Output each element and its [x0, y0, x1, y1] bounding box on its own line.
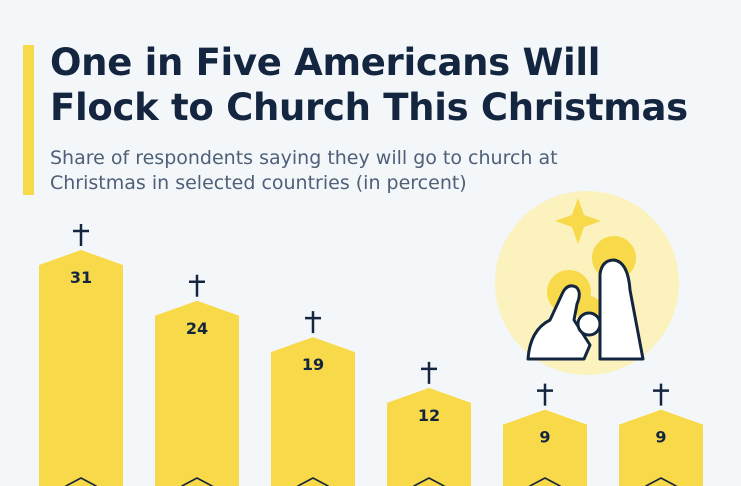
bars-group: 31 24 19 12 9 9 — [39, 224, 703, 486]
bar — [503, 409, 587, 486]
cross-icon — [189, 274, 205, 297]
bar-door — [529, 477, 561, 486]
cross-icon — [653, 383, 669, 406]
bar — [271, 337, 355, 486]
bar-door — [297, 477, 329, 486]
value-label: 31 — [70, 268, 92, 287]
value-label: 9 — [655, 428, 666, 447]
bar — [39, 250, 123, 486]
joseph-figure — [598, 258, 645, 361]
cross-icon — [73, 224, 89, 246]
bar — [619, 409, 703, 486]
bar-door — [645, 477, 677, 486]
chart-subtitle: Share of respondents saying they will go… — [50, 147, 558, 194]
accent-bar — [23, 45, 34, 195]
value-label: 9 — [539, 428, 550, 447]
child-figure — [576, 311, 602, 337]
nativity-icon — [495, 191, 679, 375]
title-line-2: Flock to Church This Christmas — [50, 86, 688, 129]
bar — [387, 387, 471, 486]
bar-door — [65, 477, 97, 486]
cross-icon — [421, 361, 437, 384]
bar — [155, 300, 239, 486]
value-label: 19 — [302, 355, 324, 374]
value-label: 24 — [186, 319, 208, 338]
star-icon — [555, 198, 601, 244]
title-line-1: One in Five Americans Will — [50, 41, 601, 84]
value-label: 12 — [418, 406, 440, 425]
cross-icon — [305, 311, 321, 334]
bar-door — [181, 477, 213, 486]
cross-icon — [537, 383, 553, 406]
chart-title: One in Five Americans Will Flock to Chur… — [50, 40, 688, 130]
bar-door — [413, 477, 445, 486]
mary-figure — [526, 284, 592, 361]
